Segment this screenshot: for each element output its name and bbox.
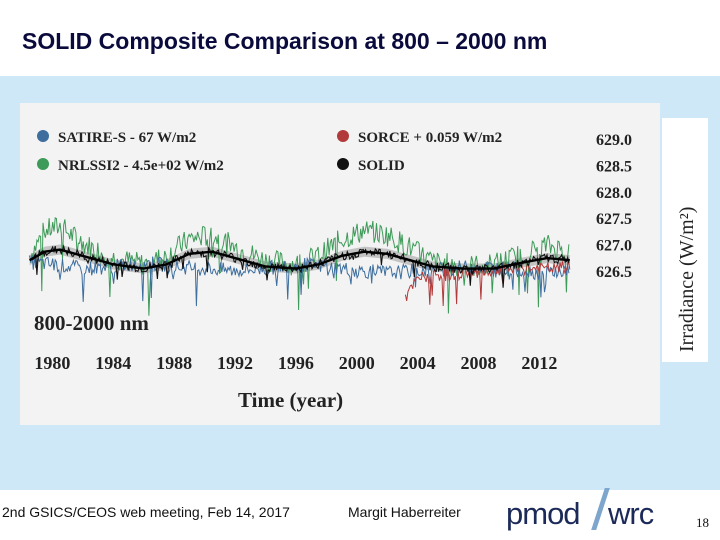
legend-marker-satire [37,130,49,142]
legend-label-nrlssi2: NRLSSI2 - 4.5e+02 W/m2 [58,158,224,174]
pmod-wrc-logo: pmod wrc [500,488,680,534]
footer-author: Margit Haberreiter [348,504,461,520]
footer-meeting: 2nd GSICS/CEOS web meeting, Feb 14, 2017 [2,504,290,520]
y-tick-label: 627.0 [596,238,632,255]
x-tick-label: 1984 [95,353,131,373]
x-tick-label: 2012 [521,353,557,373]
legend-label-solid: SOLID [358,158,405,174]
y-axis-label-box [662,118,708,362]
x-axis-title: Time (year) [238,388,343,412]
legend-marker-sorce [337,130,349,142]
legend-marker-solid [337,158,349,170]
x-tick-label: 2000 [339,353,375,373]
logo-wrc-text: wrc [608,496,654,531]
x-tick-label: 1992 [217,353,253,373]
legend-label-satire: SATIRE-S - 67 W/m2 [58,130,196,146]
series-line-sorce [404,260,571,307]
x-tick-label: 2004 [400,353,436,373]
y-axis-title: Irradiance (W/m²) [676,207,698,352]
band-label: 800-2000 nm [34,311,149,335]
y-tick-label: 628.0 [596,185,632,202]
y-tick-label: 629.0 [596,132,632,149]
x-tick-label: 1980 [34,353,70,373]
x-tick-label: 2008 [460,353,496,373]
series-trend-solid [29,248,570,270]
x-tick-label: 1988 [156,353,192,373]
y-tick-label: 626.5 [596,264,632,281]
slide-title: SOLID Composite Comparison at 800 – 2000… [22,28,548,54]
x-tick-label: 1996 [278,353,314,373]
logo-pmod-text: pmod [506,496,581,531]
y-tick-label: 628.5 [596,158,632,175]
page-number: 18 [696,515,709,530]
y-tick-label: 627.5 [596,211,632,228]
legend-marker-nrlssi2 [37,158,49,170]
legend-label-sorce: SORCE + 0.059 W/m2 [358,130,502,146]
series-line-nrlssi2 [29,217,570,316]
